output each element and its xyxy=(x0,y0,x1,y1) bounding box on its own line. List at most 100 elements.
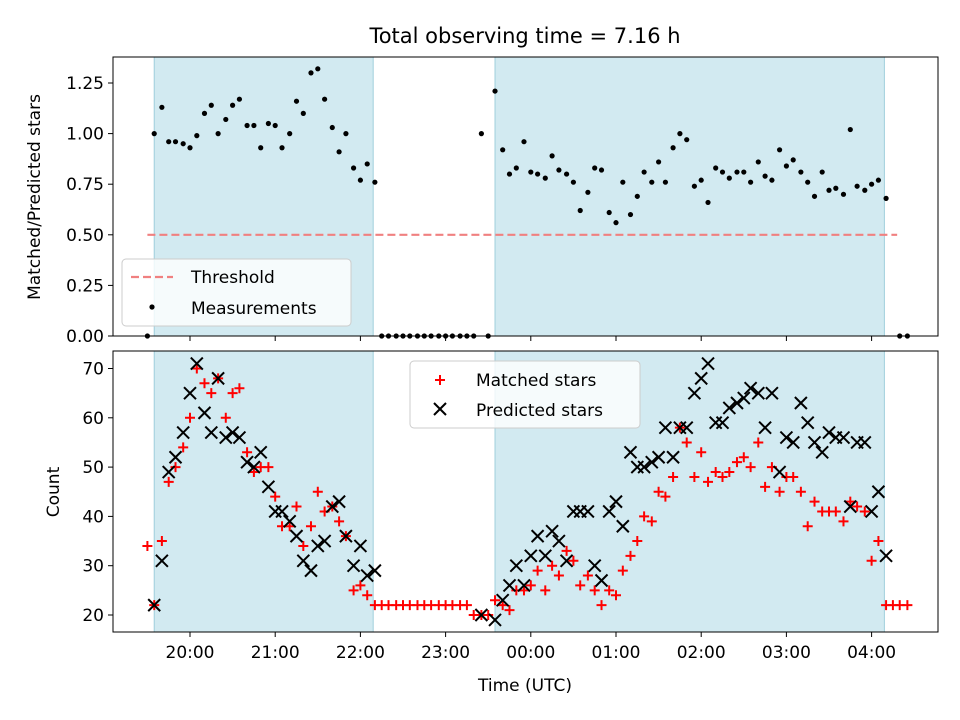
chart-title: Total observing time = 7.16 h xyxy=(368,24,680,48)
measurements-point-66 xyxy=(613,220,619,226)
measurements-point-57 xyxy=(549,153,555,159)
predicted-stars-point-43 xyxy=(559,554,574,568)
measurements-point-76 xyxy=(684,137,690,143)
matched-stars-point-58 xyxy=(553,570,564,581)
measurements-point-21 xyxy=(293,98,300,104)
matched-stars-point-97 xyxy=(830,506,841,517)
x-tick-label: 20:00 xyxy=(166,643,215,663)
predicted-stars-point-51 xyxy=(616,519,630,533)
measurements-legend-swatch xyxy=(149,304,155,310)
measurements-point-71 xyxy=(649,179,655,185)
measurements-point-15 xyxy=(251,122,257,129)
predicted-stars-point-75 xyxy=(786,435,800,450)
predicted-stars-point-39 xyxy=(530,529,545,543)
measurements-point-87 xyxy=(762,173,768,179)
measurements-point-73 xyxy=(662,179,669,185)
y-tick-label: 20 xyxy=(82,606,104,626)
matched-stars-point-7 xyxy=(191,363,202,374)
matched-stars-point-54 xyxy=(525,580,536,591)
ratio-panel: 0.00 0.25 0.50 0.75 1.00 1.25 Matched/Predict… xyxy=(25,56,939,347)
predicted-stars-point-33 xyxy=(488,613,502,627)
matched-stars-point-13 xyxy=(234,383,245,394)
predicted-stars-point-0 xyxy=(147,598,161,612)
measurements-point-92 xyxy=(798,169,804,175)
measurements-point-5 xyxy=(180,141,186,147)
measurements-point-104 xyxy=(883,195,889,201)
matched-stars-point-66 xyxy=(611,590,621,601)
predicted-stars-point-56 xyxy=(651,450,666,464)
matched-stars-point-102 xyxy=(866,555,877,566)
measurements-point-4 xyxy=(172,139,179,145)
matched-stars-point-15 xyxy=(248,467,259,478)
matched-stars-point-81 xyxy=(717,471,728,482)
predicted-stars-point-46 xyxy=(581,504,595,519)
threshold-legend-label: Threshold xyxy=(190,268,275,288)
measurements-point-101 xyxy=(862,187,868,193)
measurements-point-68 xyxy=(627,211,634,218)
matched-stars-point-51 xyxy=(504,605,515,616)
ratio-plot-area xyxy=(144,66,910,339)
predicted-stars-point-71 xyxy=(758,420,772,435)
predicted-legend-swatch xyxy=(433,402,447,416)
measurements-point-93 xyxy=(805,179,811,185)
y-tick-label: 0.50 xyxy=(66,226,104,246)
matched-stars-point-2 xyxy=(156,536,167,547)
x-tick-label: 03:00 xyxy=(762,643,811,663)
measurements-point-26 xyxy=(329,124,335,131)
ratio-y-ticks: 0.00 0.25 0.50 0.75 1.00 1.25 xyxy=(66,74,113,347)
predicted-stars-point-49 xyxy=(602,504,616,519)
y-tick-label: 0.25 xyxy=(66,276,104,296)
matched-stars-point-4 xyxy=(170,462,181,473)
measurements-point-79 xyxy=(705,199,711,206)
predicted-stars-point-15 xyxy=(254,445,268,460)
measurements-point-85 xyxy=(748,179,754,185)
matched-stars-point-98 xyxy=(838,516,849,527)
measurements-point-1 xyxy=(151,131,157,137)
matched-stars-point-99 xyxy=(845,496,856,507)
measurements-point-20 xyxy=(287,131,293,137)
measurements-point-62 xyxy=(585,189,591,195)
measurements-point-94 xyxy=(811,193,818,199)
measurements-point-98 xyxy=(840,191,847,197)
measurements-point-86 xyxy=(755,159,761,165)
matched-stars-point-24 xyxy=(312,486,323,497)
measurements-point-97 xyxy=(833,185,839,191)
matched-stars-point-23 xyxy=(305,521,316,532)
count-y-axis-label: Count xyxy=(44,466,64,517)
predicted-stars-point-19 xyxy=(282,514,297,529)
matched-stars-point-62 xyxy=(582,570,593,581)
measurements-point-16 xyxy=(258,145,264,151)
measurements-point-100 xyxy=(854,183,860,189)
measurements-point-8 xyxy=(201,110,208,116)
matched-stars-point-22 xyxy=(298,540,309,551)
y-tick-label: 30 xyxy=(82,557,104,577)
matched-stars-point-71 xyxy=(646,516,657,527)
measurements-point-80 xyxy=(713,165,719,171)
measurements-point-88 xyxy=(769,177,775,183)
measurements-point-19 xyxy=(279,145,285,151)
matched-stars-point-11 xyxy=(220,412,231,423)
measurements-point-78 xyxy=(698,177,704,183)
predicted-stars-point-21 xyxy=(296,554,311,568)
predicted-stars-point-55 xyxy=(645,455,659,469)
predicted-stars-point-1 xyxy=(155,554,169,568)
measurements-point-23 xyxy=(308,70,314,76)
predicted-stars-point-2 xyxy=(161,465,176,479)
y-tick-label: 0.00 xyxy=(66,327,104,347)
measurements-point-67 xyxy=(620,179,626,185)
measurements-point-81 xyxy=(719,169,726,175)
x-tick-label: 21:00 xyxy=(251,643,300,663)
x-tick-label: 04:00 xyxy=(847,643,896,663)
matched-stars-point-92 xyxy=(795,486,806,497)
matched-stars-point-86 xyxy=(753,437,764,448)
observing-window-1 xyxy=(494,56,885,337)
matched-legend-label: Matched stars xyxy=(476,371,596,391)
predicted-stars-point-42 xyxy=(552,534,566,548)
measurements-point-18 xyxy=(272,122,278,129)
measurements-point-64 xyxy=(598,167,605,173)
measurements-point-65 xyxy=(606,209,612,216)
measurements-point-51 xyxy=(506,171,513,177)
matched-stars-point-79 xyxy=(703,476,714,487)
predicted-stars-point-52 xyxy=(623,445,638,460)
